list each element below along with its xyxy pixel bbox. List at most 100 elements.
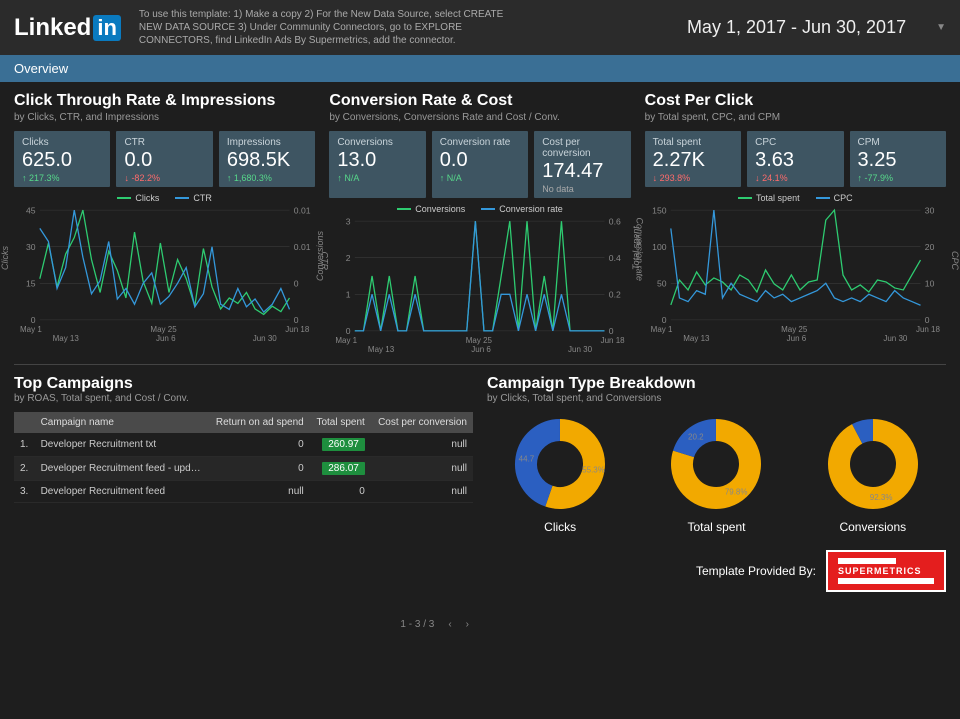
section-ctr: Click Through Rate & Impressionsby Click… — [14, 92, 315, 354]
metric-card: Cost per conversion174.47No data — [534, 131, 630, 198]
metric-delta: ↓ 24.1% — [755, 173, 835, 183]
table-header[interactable]: Return on ad spend — [209, 412, 310, 433]
metric-value: 0.0 — [124, 149, 204, 172]
metric-value: 13.0 — [337, 149, 417, 172]
svg-text:0.4: 0.4 — [609, 253, 621, 263]
table-cell: null — [209, 481, 310, 503]
logo-text: Linked — [14, 14, 91, 42]
table-cell: 0 — [209, 433, 310, 457]
metric-label: CTR — [124, 137, 204, 148]
table-header[interactable] — [14, 412, 35, 433]
section-cpc: Cost Per Click by Total spent, CPC, and C… — [645, 92, 946, 354]
table-header[interactable]: Cost per conversion — [371, 412, 473, 433]
section-title: Cost Per Click — [645, 92, 946, 110]
svg-text:10: 10 — [924, 279, 934, 289]
date-range-label: May 1, 2017 - Jun 30, 2017 — [687, 17, 906, 38]
line-chart: ClicksCTR45301500.010.0100 — [14, 205, 315, 325]
table-cell: Developer Recruitment feed - upd… — [35, 457, 209, 481]
instructions-text: To use this template: 1) Make a copy 2) … — [139, 8, 519, 47]
metric-value: 698.5K — [227, 149, 307, 172]
donut-chart: 79.8%20.2Total spent — [666, 414, 766, 534]
svg-text:92.3%: 92.3% — [870, 493, 893, 502]
table-cell: null — [371, 481, 473, 503]
provider-name: SUPERMETRICS — [838, 566, 934, 576]
table-cell: Developer Recruitment txt — [35, 433, 209, 457]
section-subtitle: by Conversions, Conversions Rate and Cos… — [329, 112, 630, 123]
metric-label: CPM — [858, 137, 938, 148]
table-cell: 2. — [14, 457, 35, 481]
metric-label: CPC — [755, 137, 835, 148]
table-header[interactable]: Total spent — [310, 412, 371, 433]
chevron-down-icon: ▼ — [936, 22, 946, 33]
svg-text:45: 45 — [26, 205, 36, 215]
legend-item: Total spent — [738, 193, 800, 203]
svg-text:30: 30 — [924, 205, 934, 215]
section-subtitle: by Total spent, CPC, and CPM — [645, 112, 946, 123]
metric-delta: ↑ N/A — [440, 173, 520, 183]
donut-label: Clicks — [544, 520, 576, 534]
metric-card: CTR0.0↓ -82.2% — [116, 131, 212, 187]
metric-label: Cost per conversion — [542, 137, 622, 159]
table-cell: 260.97 — [310, 433, 371, 457]
pager-text: 1 - 3 / 3 — [400, 619, 434, 630]
svg-text:0: 0 — [31, 315, 36, 325]
legend-item: Conversion rate — [481, 204, 563, 214]
svg-text:0.2: 0.2 — [609, 290, 621, 300]
table-header[interactable]: Campaign name — [35, 412, 209, 433]
table-cell: 3. — [14, 481, 35, 503]
metric-card: CPM3.25↑ -77.9% — [850, 131, 946, 187]
svg-text:44.7: 44.7 — [519, 454, 535, 463]
svg-text:0.01: 0.01 — [294, 242, 311, 252]
metric-value: 625.0 — [22, 149, 102, 172]
table-cell: 286.07 — [310, 457, 371, 481]
table-cell: Developer Recruitment feed — [35, 481, 209, 503]
metric-value: 3.25 — [858, 149, 938, 172]
legend-item: Clicks — [117, 193, 159, 203]
svg-text:20: 20 — [924, 242, 934, 252]
tab-overview[interactable]: Overview — [0, 55, 960, 82]
table-cell: 1. — [14, 433, 35, 457]
campaign-type-breakdown: Campaign Type Breakdown by Clicks, Total… — [487, 375, 946, 636]
svg-text:55.3%: 55.3% — [582, 466, 605, 475]
legend-item: CPC — [816, 193, 853, 203]
svg-text:0: 0 — [609, 326, 614, 336]
pager-prev-icon[interactable]: ‹ — [448, 619, 451, 630]
donut-label: Conversions — [839, 520, 906, 534]
metrics-row: Click Through Rate & Impressionsby Click… — [0, 82, 960, 354]
metric-card: Total spent2.27K↓ 293.8% — [645, 131, 741, 187]
provided-by: Template Provided By: SUPERMETRICS — [487, 550, 946, 592]
date-range-picker[interactable]: May 1, 2017 - Jun 30, 2017 ▼ — [537, 17, 946, 38]
section-title: Conversion Rate & Cost — [329, 92, 630, 110]
svg-text:0: 0 — [924, 315, 929, 325]
campaigns-subtitle: by ROAS, Total spent, and Cost / Conv. — [14, 393, 473, 404]
svg-text:0: 0 — [661, 315, 666, 325]
svg-text:0.6: 0.6 — [609, 216, 621, 226]
svg-text:30: 30 — [26, 242, 36, 252]
metric-value: 174.47 — [542, 160, 622, 183]
section-title: Click Through Rate & Impressions — [14, 92, 315, 110]
table-row[interactable]: 3.Developer Recruitment feednull0null — [14, 481, 473, 503]
svg-text:1: 1 — [346, 290, 351, 300]
table-row[interactable]: 2.Developer Recruitment feed - upd…0286.… — [14, 457, 473, 481]
linkedin-logo: Linkedin — [14, 14, 121, 42]
donut-label: Total spent — [687, 520, 745, 534]
svg-text:0.01: 0.01 — [294, 205, 311, 215]
svg-text:150: 150 — [652, 205, 667, 215]
pager-next-icon[interactable]: › — [466, 619, 469, 630]
metric-card: Conversions13.0↑ N/A — [329, 131, 425, 198]
svg-text:15: 15 — [26, 279, 36, 289]
metric-value: 3.63 — [755, 149, 835, 172]
metric-card: Clicks625.0↑ 217.3% — [14, 131, 110, 187]
supermetrics-badge: SUPERMETRICS — [826, 550, 946, 592]
top-campaigns: Top Campaigns by ROAS, Total spent, and … — [14, 375, 473, 636]
metric-label: Impressions — [227, 137, 307, 148]
metric-value: 2.27K — [653, 149, 733, 172]
metric-label: Clicks — [22, 137, 102, 148]
svg-text:100: 100 — [652, 242, 667, 252]
metric-label: Total spent — [653, 137, 733, 148]
donut-chart: 92.3% Conversions — [823, 414, 923, 534]
svg-text:20.2: 20.2 — [689, 433, 705, 442]
metric-card: Impressions698.5K↑ 1,680.3% — [219, 131, 315, 187]
campaigns-title: Top Campaigns — [14, 375, 473, 393]
table-row[interactable]: 1.Developer Recruitment txt0260.97null — [14, 433, 473, 457]
